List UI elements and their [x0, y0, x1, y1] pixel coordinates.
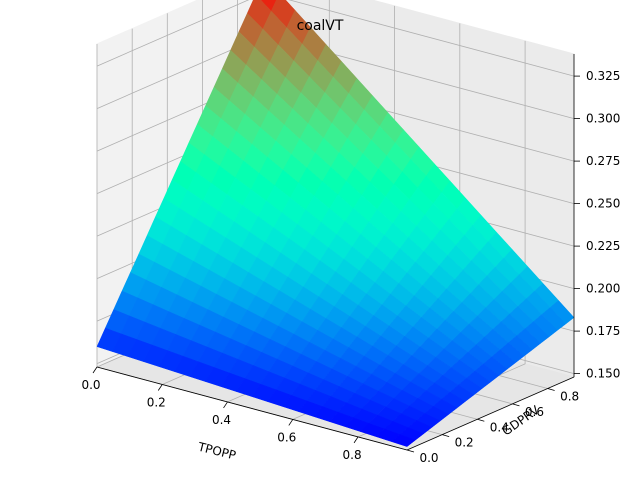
surface-facet	[390, 434, 416, 447]
y-tick-mark	[406, 449, 415, 453]
surface-mesh	[96, 0, 575, 447]
y-axis-line	[406, 376, 575, 451]
x-axis-ticks: 0.0 0.2 0.4 0.6 0.8	[81, 366, 362, 462]
x-axis-line	[96, 366, 408, 451]
x-tick-label: 0.2	[147, 395, 166, 409]
z-axis-ticks: 0.150 0.175 0.200 0.225 0.250 0.275 0.300 0.325	[574, 69, 620, 381]
z-tick-label: 0.325	[586, 69, 620, 83]
axis-lines	[96, 54, 575, 451]
z-tick-label: 0.275	[586, 154, 620, 168]
x-tick-mark	[223, 401, 228, 409]
x-tick-label: 0.6	[277, 430, 296, 444]
z-tick-label: 0.300	[586, 112, 620, 126]
y-tick-mark	[477, 418, 485, 422]
chart-title: coalVT	[297, 18, 344, 34]
z-tick-label: 0.200	[586, 282, 620, 296]
x-tick-label: 0.4	[212, 413, 231, 427]
z-tick-label: 0.150	[586, 367, 620, 381]
z-tick-label: 0.250	[586, 197, 620, 211]
x-tick-mark	[92, 366, 98, 374]
y-tick-label: 0.8	[560, 390, 579, 404]
y-tick-mark	[547, 388, 555, 391]
y-tick-label: 0.2	[455, 436, 474, 450]
x-tick-mark	[288, 419, 294, 426]
y-tick-label: 0.4	[490, 420, 509, 434]
x-tick-label: 0.0	[81, 378, 100, 392]
y-tick-mark	[512, 403, 520, 407]
y-axis-ticks: 0.0 0.2 0.4 0.6 0.8	[406, 388, 579, 465]
y-tick-label: 0.0	[419, 451, 438, 465]
z-tick-label: 0.175	[586, 324, 620, 338]
z-tick-label: 0.225	[586, 239, 620, 253]
y-tick-mark	[442, 434, 450, 438]
x-axis-title: TPOPP	[196, 439, 238, 462]
x-tick-mark	[353, 436, 359, 444]
y-tick-label: 0.6	[525, 405, 544, 419]
x-tick-mark	[157, 384, 163, 391]
gridline-z	[96, 0, 575, 77]
x-tick-label: 0.8	[343, 448, 362, 462]
